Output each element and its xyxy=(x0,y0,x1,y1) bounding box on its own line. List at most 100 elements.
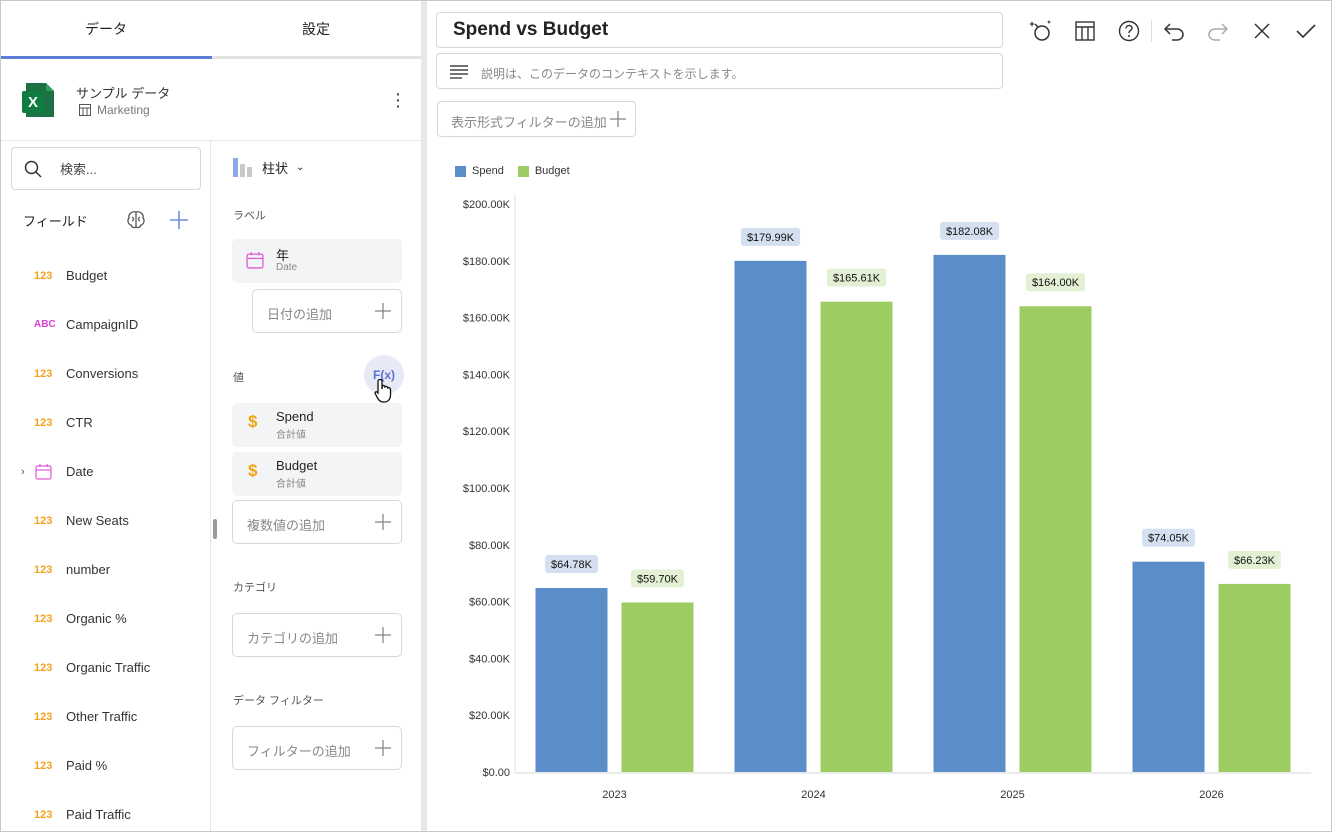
bar-chart: $0.00 $20.00K $40.00K $60.00K $80.00K $100.00… xyxy=(463,194,1311,801)
add-filter-button[interactable]: フィルターの追加 xyxy=(232,726,402,770)
description-input[interactable]: 説明は、このデータのコンテキストを示します。 xyxy=(436,53,1003,89)
y-tick-label: $60.00K xyxy=(469,597,511,609)
field-ctr[interactable]: 123 CTR xyxy=(1,398,209,447)
field-list: 123 Budget ABC CampaignID 123 Conversions 1… xyxy=(1,251,209,832)
number-type-icon: 123 xyxy=(34,710,53,723)
value-field-budget[interactable]: $ Budget 合計値 xyxy=(232,452,402,496)
field-label: Date xyxy=(66,464,94,479)
text-lines-icon xyxy=(450,65,468,79)
plus-icon xyxy=(375,514,391,530)
table-grid-icon xyxy=(1075,21,1095,41)
data-label-bg xyxy=(545,555,598,574)
add-date-button[interactable]: 日付の追加 xyxy=(252,289,402,333)
tab-settings[interactable]: 設定 xyxy=(302,20,330,37)
plus-icon xyxy=(375,303,391,319)
bar-spend[interactable] xyxy=(535,588,608,772)
redo-button[interactable] xyxy=(1196,15,1240,47)
data-label-bg xyxy=(939,221,1000,240)
field-label: CTR xyxy=(66,415,93,430)
label-field-name: 年 xyxy=(276,248,290,263)
number-type-icon: 123 xyxy=(34,808,53,821)
table-icon xyxy=(79,104,91,116)
hand-cursor-icon xyxy=(374,378,392,403)
bar-spend[interactable] xyxy=(933,254,1006,772)
field-date[interactable]: › Date xyxy=(1,447,209,496)
field-new-seats[interactable]: 123 New Seats xyxy=(1,496,209,545)
field-number[interactable]: 123 number xyxy=(1,545,209,594)
help-button[interactable] xyxy=(1107,15,1151,47)
value-field-spend[interactable]: $ Spend 合計値 xyxy=(232,403,402,447)
value-field-aggregation: 合計値 xyxy=(276,430,306,441)
bar-spend[interactable] xyxy=(734,260,807,772)
field-label: Organic % xyxy=(66,611,127,626)
pane-resize-handle[interactable] xyxy=(213,519,217,539)
field-budget[interactable]: 123 Budget xyxy=(1,251,209,300)
field-label: Paid Traffic xyxy=(66,807,131,822)
y-tick-label: $100.00K xyxy=(463,483,511,495)
field-search[interactable] xyxy=(11,147,201,190)
bar-budget[interactable] xyxy=(1218,583,1291,772)
label-field-sub: Date xyxy=(276,262,298,273)
chart-type-label: 柱状 xyxy=(262,160,289,176)
y-tick-label: $40.00K xyxy=(469,653,511,665)
data-source-sheet: Marketing xyxy=(79,103,150,117)
value-field-name: Spend xyxy=(276,409,314,424)
label-field-pill[interactable]: 年 Date xyxy=(232,239,402,283)
field-other-traffic[interactable]: 123 Other Traffic xyxy=(1,692,209,741)
chevron-down-icon: ⌄ xyxy=(296,161,305,173)
chevron-right-icon[interactable]: › xyxy=(21,465,25,478)
brain-icon[interactable] xyxy=(125,209,147,231)
field-paid-traffic[interactable]: 123 Paid Traffic xyxy=(1,790,209,832)
field-organic-pct[interactable]: 123 Organic % xyxy=(1,594,209,643)
add-category-label: カテゴリの追加 xyxy=(247,631,339,646)
visualization-editor: Spend vs Budget 説明は、このデータのコンテキストを示します。 表… xyxy=(427,1,1331,831)
tab-data[interactable]: データ xyxy=(85,20,127,37)
add-values-button[interactable]: 複数値の追加 xyxy=(232,500,402,544)
redo-icon xyxy=(1208,23,1229,41)
plus-icon xyxy=(375,740,391,756)
y-tick-label: $80.00K xyxy=(469,540,511,552)
values-section-heading: 値 xyxy=(233,372,244,384)
search-icon xyxy=(24,160,42,178)
toolbar-separator xyxy=(1151,20,1152,42)
dollar-icon: $ xyxy=(248,412,258,431)
data-label: $66.23K xyxy=(1234,555,1276,567)
field-paid-pct[interactable]: 123 Paid % xyxy=(1,741,209,790)
chart-type-selector[interactable]: 柱状 ⌄ xyxy=(232,157,304,177)
number-type-icon: 123 xyxy=(34,367,53,380)
bar-budget[interactable] xyxy=(820,301,893,772)
add-view-filter-label: 表示形式フィルターの追加 xyxy=(451,115,607,130)
field-conversions[interactable]: 123 Conversions xyxy=(1,349,209,398)
data-source-name: サンプル データ xyxy=(76,86,171,101)
x-tick-label: 2024 xyxy=(801,789,825,801)
field-label: Paid % xyxy=(66,758,108,773)
visualization-config: 柱状 ⌄ ラベル 年 Date 日付の追加 値 F(x) $ Spend 合計値… xyxy=(212,141,421,831)
undo-button[interactable] xyxy=(1152,15,1196,47)
ai-insights-button[interactable] xyxy=(1019,15,1063,47)
help-icon xyxy=(1118,20,1140,42)
add-field-icon[interactable] xyxy=(169,210,189,230)
bar-spend[interactable] xyxy=(1132,561,1205,772)
table-view-button[interactable] xyxy=(1063,15,1107,47)
legend-item-spend[interactable]: Spend xyxy=(455,165,504,177)
field-label: Organic Traffic xyxy=(66,660,151,675)
field-campaignid[interactable]: ABC CampaignID xyxy=(1,300,209,349)
confirm-button[interactable] xyxy=(1284,15,1328,47)
add-view-filter-button[interactable]: 表示形式フィルターの追加 xyxy=(437,101,636,137)
category-section-heading: カテゴリ xyxy=(233,582,277,594)
add-filter-label: フィルターの追加 xyxy=(247,744,351,759)
data-source-header[interactable]: X サンプル データ Marketing ⋮ xyxy=(1,59,421,141)
add-category-button[interactable]: カテゴリの追加 xyxy=(232,613,402,657)
chart-area: Spend Budget $0.00 $20.00K $40.00K $60.00K $… xyxy=(427,151,1331,831)
field-organic-traffic[interactable]: 123 Organic Traffic xyxy=(1,643,209,692)
more-options-icon[interactable]: ⋮ xyxy=(389,90,407,110)
legend-item-budget[interactable]: Budget xyxy=(517,165,570,177)
close-button[interactable] xyxy=(1240,15,1284,47)
data-label: $59.70K xyxy=(637,573,679,585)
search-input[interactable] xyxy=(60,156,190,182)
bar-budget[interactable] xyxy=(621,602,694,772)
bar-budget[interactable] xyxy=(1019,306,1092,772)
value-field-aggregation: 合計値 xyxy=(276,479,306,490)
y-tick-label: $160.00K xyxy=(463,313,511,325)
visualization-title-input[interactable]: Spend vs Budget xyxy=(436,12,1003,48)
